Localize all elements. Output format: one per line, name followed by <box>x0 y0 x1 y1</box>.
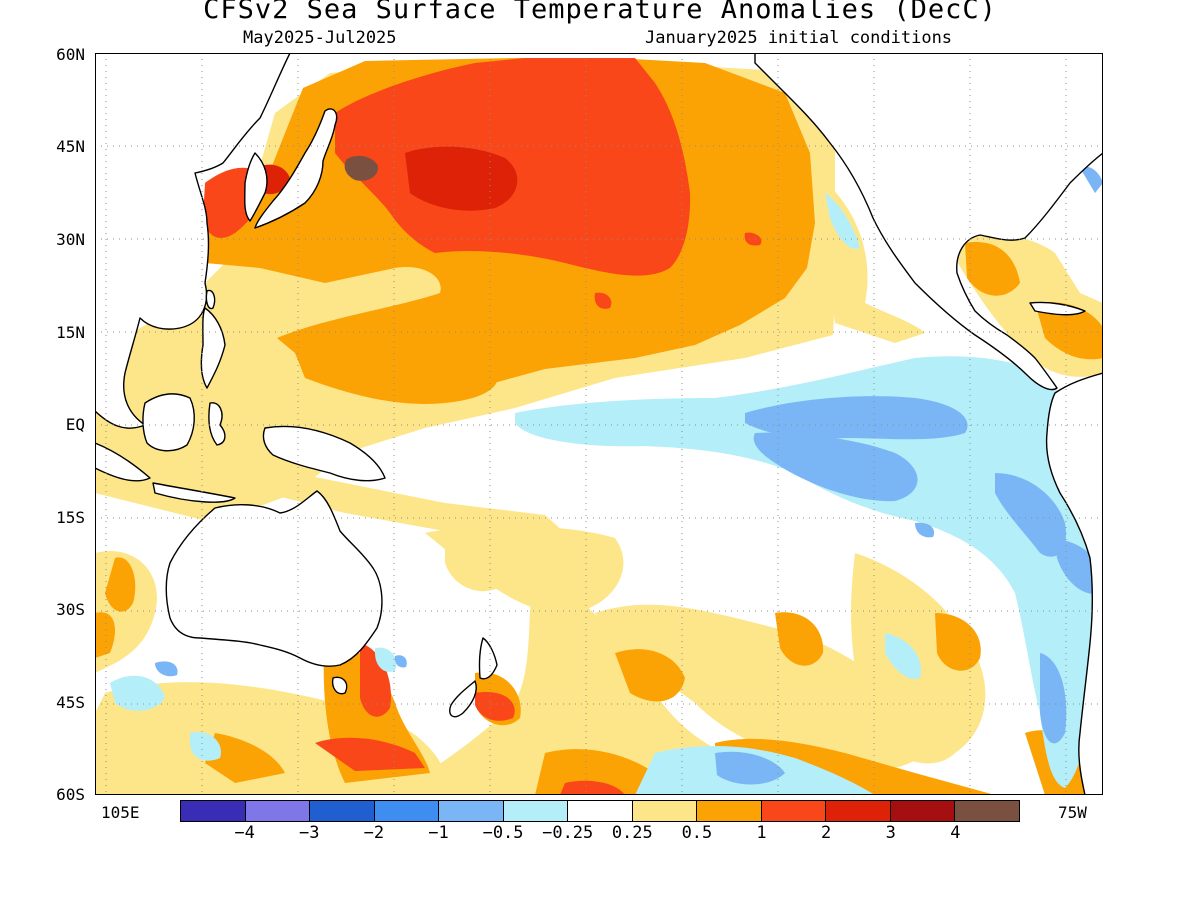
colorbar-label: 2 <box>821 823 832 843</box>
asia-landmass <box>95 53 291 429</box>
anomaly-fill-extreme-warm <box>344 155 379 181</box>
colorbar-swatch <box>310 801 375 821</box>
colorbar-label: −4 <box>234 823 255 843</box>
colorbar-swatch <box>503 801 569 821</box>
north-america <box>754 53 1103 391</box>
colorbar-label: 1 <box>756 823 767 843</box>
lat-label: 30N <box>56 230 85 249</box>
lat-label: 60S <box>56 785 85 804</box>
lat-label: 30S <box>56 600 85 619</box>
japan <box>254 108 338 229</box>
lat-label: 15N <box>56 323 85 342</box>
colorbar-label: 0.5 <box>681 823 713 843</box>
philippines <box>200 307 226 389</box>
lon-label-left: 105E <box>101 803 140 822</box>
graticule <box>95 53 1103 795</box>
colorbar-swatch <box>245 801 311 821</box>
colorbar-swatch <box>761 801 827 821</box>
colorbar-swatch <box>826 801 891 821</box>
colorbar-label: 0.25 <box>611 823 653 843</box>
colorbar-label: −0.5 <box>482 823 524 843</box>
colorbar-swatch <box>439 801 504 821</box>
colorbar-label: −1 <box>428 823 449 843</box>
lat-label: 45N <box>56 137 85 156</box>
colorbar-swatch <box>568 801 633 821</box>
colorbar-swatch <box>697 801 762 821</box>
new-guinea <box>262 425 386 482</box>
lat-label: 45S <box>56 693 85 712</box>
australia <box>165 490 383 667</box>
anomaly-fill-moderate-cold <box>155 166 1103 785</box>
colorbar-label: −2 <box>363 823 385 843</box>
colorbar-swatch <box>181 801 246 821</box>
colorbar-label: 3 <box>885 823 896 843</box>
colorbar-swatch <box>890 801 956 821</box>
borneo <box>142 393 195 452</box>
coastlines <box>95 53 1103 795</box>
lat-label: EQ <box>65 415 85 434</box>
new-zealand <box>478 637 498 680</box>
forecast-period: May2025-Jul2025 <box>243 28 397 48</box>
colorbar-legend <box>180 800 1020 822</box>
colorbar-swatch <box>632 801 698 821</box>
colorbar-label: −0.25 <box>542 823 594 843</box>
lat-label: 60N <box>56 45 85 64</box>
colorbar-label: 4 <box>950 823 961 843</box>
sst-anomaly-map <box>95 53 1103 795</box>
map-title: CFSv2 Sea Surface Temperature Anomalies … <box>203 0 997 25</box>
lat-label: 15S <box>56 508 85 527</box>
colorbar-swatch <box>955 801 1019 821</box>
initial-conditions: January2025 initial conditions <box>645 28 953 48</box>
lon-label-right: 75W <box>1058 803 1087 822</box>
colorbar-swatch <box>374 801 440 821</box>
colorbar-label: −3 <box>298 823 320 843</box>
